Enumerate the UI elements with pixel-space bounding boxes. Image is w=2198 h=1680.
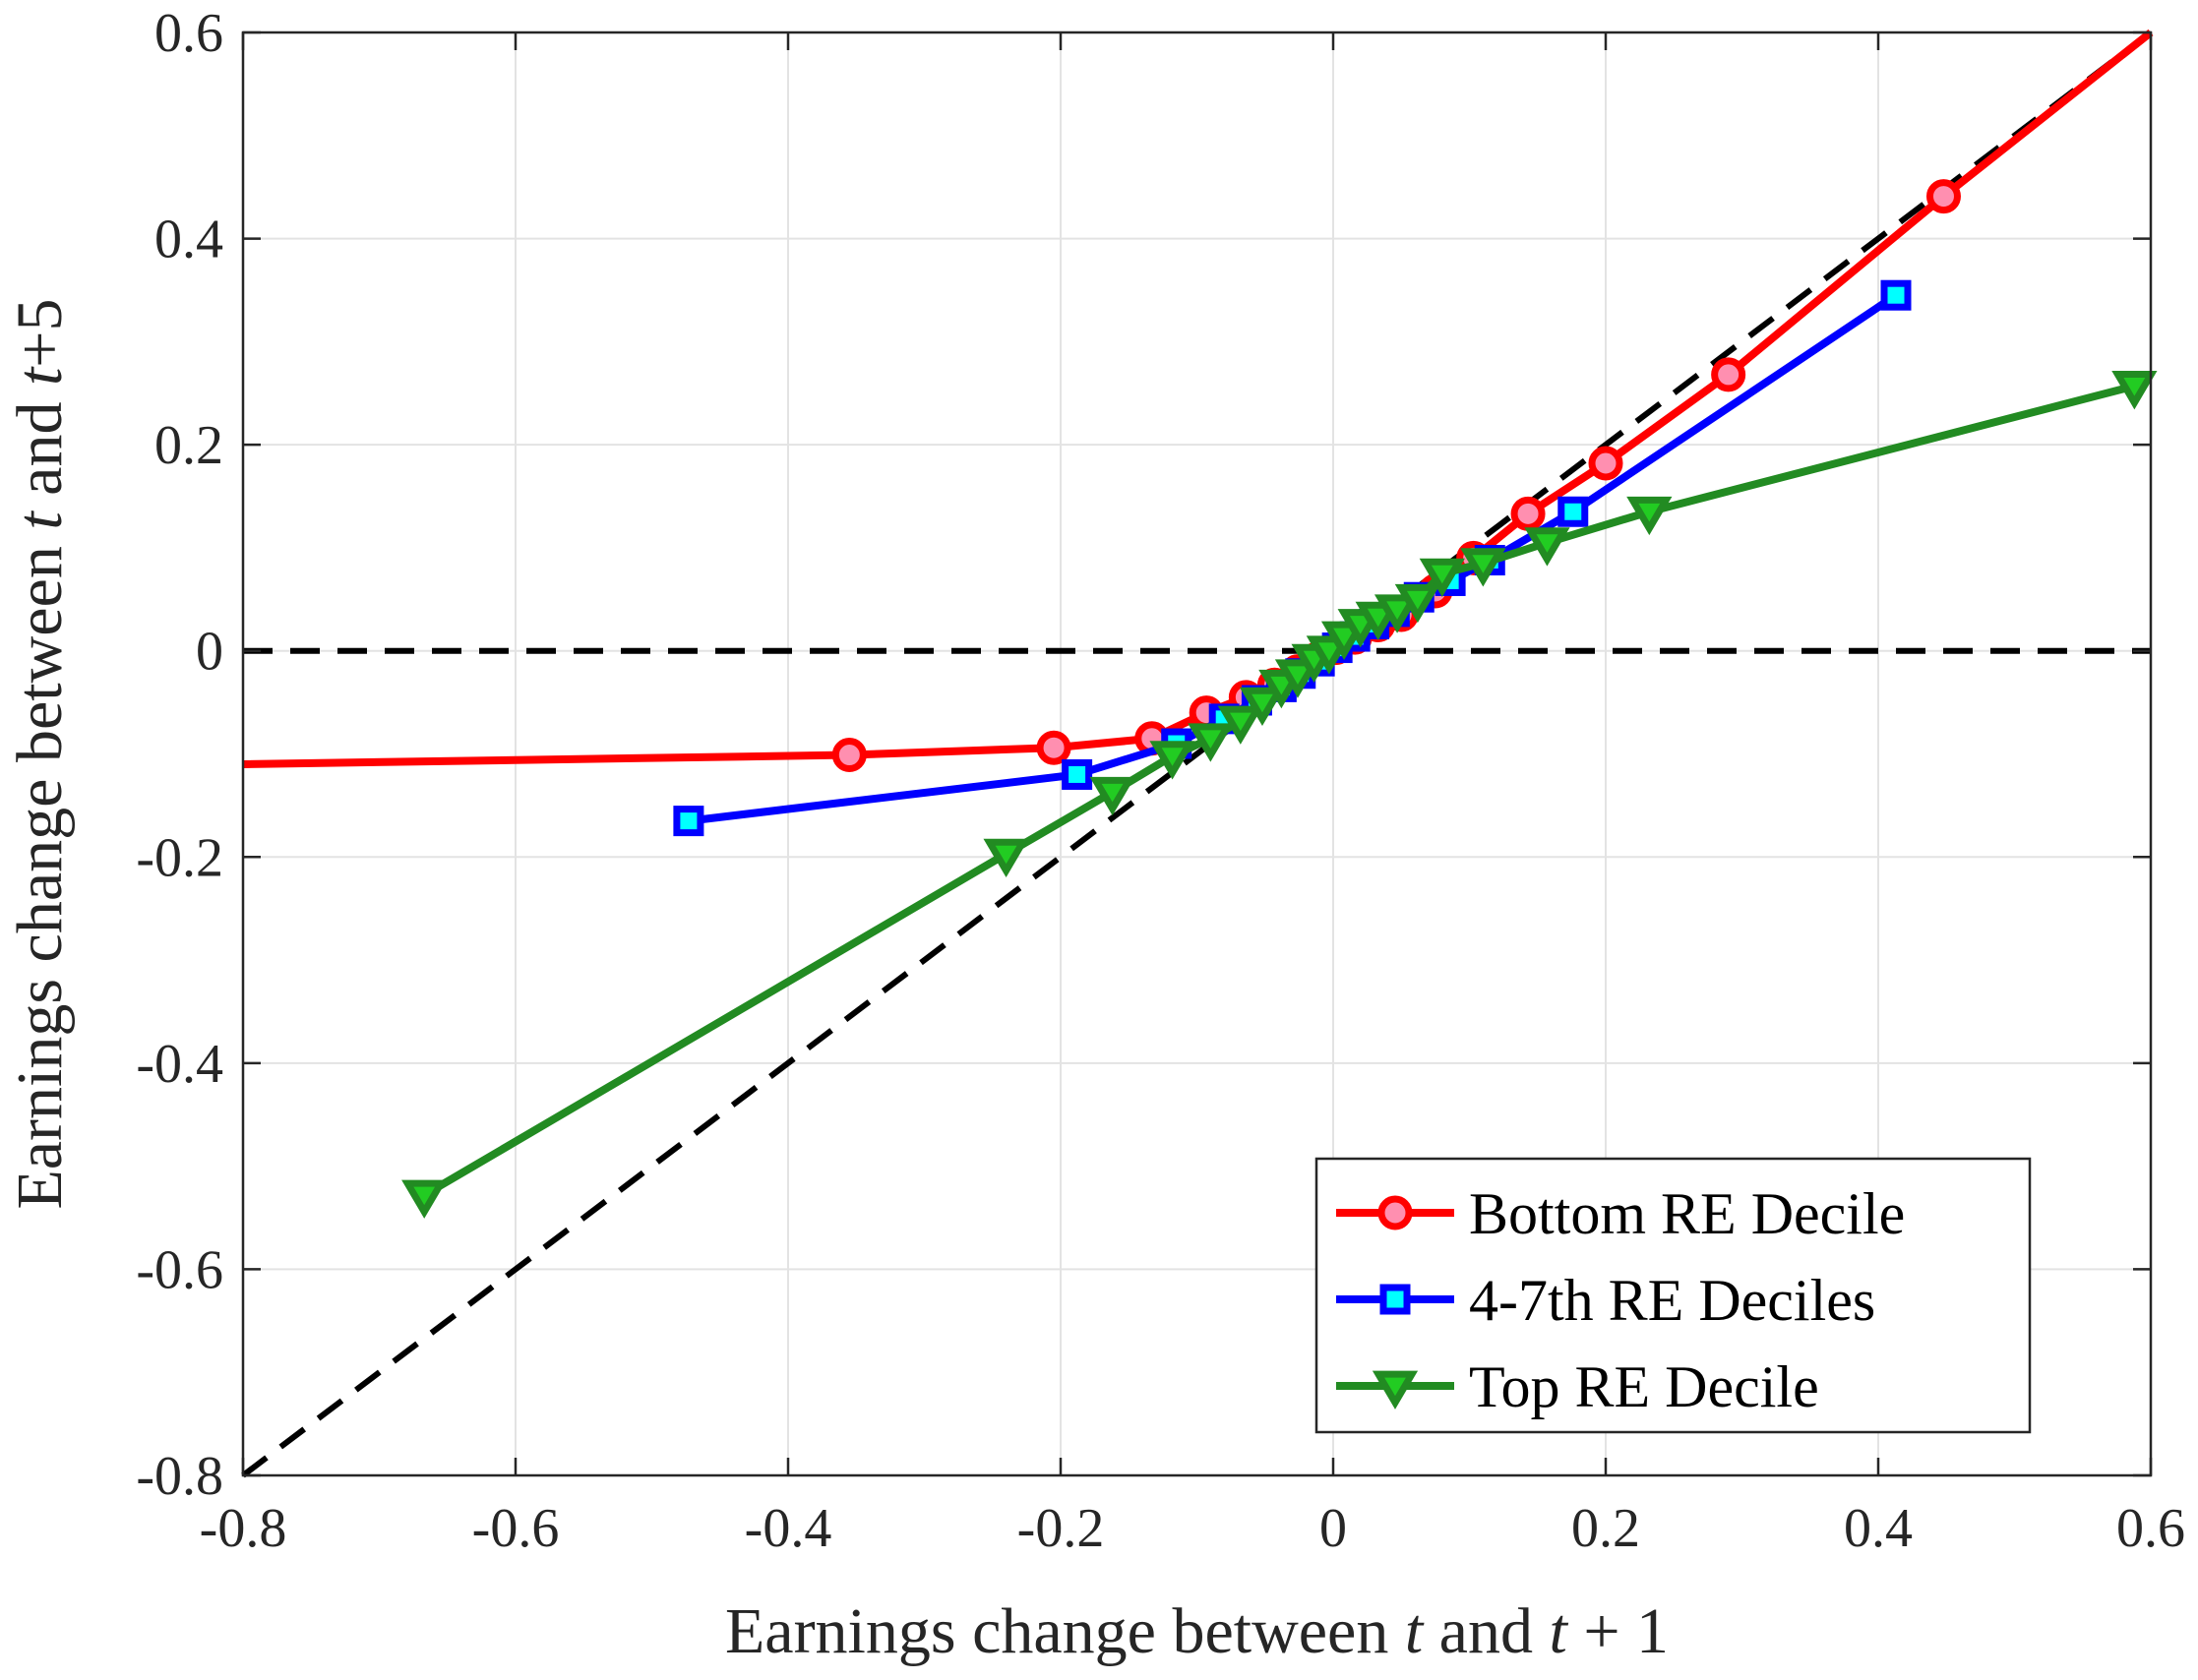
data-point — [1626, 496, 1673, 536]
data-point — [983, 838, 1029, 878]
data-point — [1588, 446, 1623, 481]
y-tick-label: 0.2 — [154, 415, 223, 476]
data-point — [831, 738, 867, 773]
series-layer — [242, 29, 2158, 1219]
data-point — [1557, 496, 1589, 527]
data-point — [1394, 583, 1440, 624]
data-point — [1062, 758, 1093, 790]
legend-label: Top RE Decile — [1469, 1354, 1819, 1419]
x-tick-label: 0.6 — [2116, 1498, 2185, 1559]
data-point — [1036, 730, 1071, 765]
x-tick-label: -0.6 — [472, 1498, 560, 1559]
legend-item: Top RE Decile — [1336, 1354, 1819, 1419]
x-tick-label: 0 — [1319, 1498, 1347, 1559]
legend-swatch-marker — [1372, 1370, 1419, 1410]
legend-swatch-marker — [1377, 1195, 1413, 1230]
data-point — [1460, 548, 1506, 587]
data-point — [1880, 279, 1912, 311]
y-axis-label: Earnings change between t and t+5 — [4, 298, 76, 1209]
reference-lines — [241, 30, 2153, 1478]
y-tick-label: 0.6 — [154, 3, 223, 64]
series-2 — [401, 371, 2158, 1219]
data-point — [1374, 594, 1421, 633]
data-point — [1711, 357, 1746, 392]
data-point — [1188, 723, 1234, 762]
y-tick-label: 0 — [196, 622, 223, 683]
legend-label: Bottom RE Decile — [1469, 1181, 1905, 1246]
data-point — [1089, 776, 1135, 816]
plot-frame — [241, 30, 2153, 1477]
x-tick-label: 0.4 — [1844, 1498, 1913, 1559]
legend-label: 4-7th RE Deciles — [1469, 1268, 1875, 1333]
x-axis-label: Earnings change between t and t + 1 — [725, 1595, 1669, 1667]
data-point — [1510, 496, 1546, 531]
data-point — [1524, 527, 1570, 567]
x-tick-label: -0.8 — [200, 1498, 287, 1559]
data-point — [1274, 659, 1321, 698]
data-point — [1419, 558, 1465, 598]
legend-swatch-marker — [1379, 1284, 1411, 1315]
x-tick-label: -0.2 — [1017, 1498, 1105, 1559]
y-tick-label: -0.4 — [136, 1034, 223, 1095]
legend: Bottom RE Decile 4-7th RE Deciles Top RE D… — [1314, 1157, 2032, 1434]
data-point — [1217, 705, 1263, 745]
data-point — [1239, 687, 1286, 727]
data-point — [1149, 741, 1195, 780]
data-point — [2111, 371, 2158, 410]
x-tick-label: 0.2 — [1571, 1498, 1640, 1559]
reference-line-45-degree — [241, 30, 2153, 1478]
y-tick-label: -0.8 — [136, 1446, 223, 1507]
data-point — [401, 1179, 448, 1219]
data-point — [673, 806, 704, 837]
legend-item: Bottom RE Decile — [1336, 1181, 1905, 1246]
ticks: -0.8 -0.6 -0.4 -0.2 0 0.2 0.4 0.6 -0.8 -0.6 -0.4 -0… — [136, 3, 2185, 1559]
y-tick-label: -0.2 — [136, 827, 223, 888]
x-tick-label: -0.4 — [745, 1498, 832, 1559]
y-tick-label: -0.6 — [136, 1239, 223, 1300]
y-tick-label: 0.4 — [154, 210, 223, 270]
data-point — [1925, 179, 1961, 214]
legend-item: 4-7th RE Deciles — [1336, 1268, 1875, 1333]
